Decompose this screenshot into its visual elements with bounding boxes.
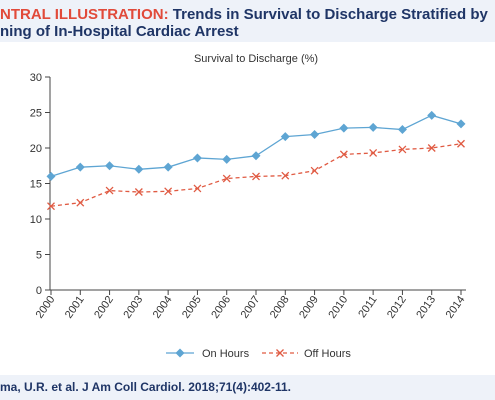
data-point-off-hours bbox=[76, 198, 85, 207]
x-tick-label: 2000 bbox=[34, 294, 58, 321]
data-point-on-hours bbox=[368, 122, 378, 132]
x-tick-label: 2001 bbox=[63, 294, 87, 321]
marker-stroke bbox=[281, 171, 290, 180]
data-point-on-hours bbox=[397, 125, 407, 135]
x-tick-label: 2007 bbox=[239, 294, 263, 321]
x-tick-label: 2003 bbox=[121, 294, 145, 321]
data-point-on-hours bbox=[280, 132, 290, 142]
data-point-on-hours bbox=[310, 130, 320, 140]
data-point-off-hours bbox=[339, 150, 348, 159]
y-tick-label: 0 bbox=[36, 285, 42, 297]
x-tick-label: 2004 bbox=[151, 294, 175, 321]
marker-stroke bbox=[339, 150, 348, 159]
chart-title: Survival to Discharge (%) bbox=[194, 53, 318, 65]
x-tick-label: 2012 bbox=[385, 294, 409, 321]
data-point-off-hours bbox=[134, 188, 143, 196]
marker-stroke bbox=[398, 145, 407, 154]
legend-label-off-hours: Off Hours bbox=[304, 348, 351, 360]
series-line-off-hours bbox=[50, 143, 462, 207]
data-point-on-hours bbox=[251, 151, 261, 161]
marker-stroke bbox=[76, 198, 85, 207]
marker-stroke bbox=[310, 166, 319, 175]
data-point-off-hours bbox=[193, 184, 202, 193]
marker-stroke bbox=[252, 172, 260, 181]
legend: On Hours Off Hours bbox=[166, 348, 351, 360]
x-tick-label: 2006 bbox=[209, 294, 233, 321]
marker-stroke bbox=[276, 349, 284, 357]
y-tick-label: 10 bbox=[30, 214, 42, 226]
data-point-on-hours bbox=[163, 162, 173, 172]
data-point-on-hours bbox=[75, 162, 85, 172]
marker-stroke bbox=[369, 149, 378, 157]
y-tick-label: 5 bbox=[36, 250, 42, 262]
legend-marker-on-hours bbox=[175, 348, 185, 358]
data-point-on-hours bbox=[192, 153, 202, 163]
marker-stroke bbox=[193, 184, 202, 193]
citation: ma, U.R. et al. J Am Coll Cardiol. 2018;… bbox=[0, 375, 495, 400]
data-point-off-hours bbox=[369, 149, 378, 157]
figure-title-line1: Trends in Survival to Discharge Stratifi… bbox=[172, 6, 488, 23]
x-tick-label: 2005 bbox=[180, 294, 204, 321]
marker-stroke bbox=[105, 186, 114, 195]
figure-title-line2: ning of In-Hospital Cardiac Arrest bbox=[0, 23, 239, 40]
marker-stroke bbox=[164, 187, 173, 196]
x-tick-label: 2013 bbox=[414, 294, 438, 321]
data-point-on-hours bbox=[46, 171, 56, 181]
x-tick-label: 2009 bbox=[297, 294, 321, 321]
y-tick-label: 15 bbox=[30, 179, 42, 191]
marker-stroke bbox=[134, 188, 143, 196]
data-point-on-hours bbox=[134, 164, 144, 174]
data-point-off-hours bbox=[105, 186, 114, 195]
marker-stroke bbox=[457, 139, 465, 148]
data-point-on-hours bbox=[105, 161, 115, 171]
data-point-off-hours bbox=[457, 139, 465, 148]
x-tick-label: 2010 bbox=[326, 294, 350, 321]
x-tick-label: 2011 bbox=[356, 294, 379, 320]
figure-title: NTRAL ILLUSTRATION: Trends in Survival t… bbox=[0, 6, 488, 23]
marker-stroke bbox=[427, 144, 436, 152]
y-tick-label: 25 bbox=[30, 108, 42, 120]
y-tick-label: 30 bbox=[30, 72, 42, 84]
data-point-off-hours bbox=[310, 166, 319, 175]
x-tick-label: 2002 bbox=[92, 294, 116, 321]
data-point-off-hours bbox=[427, 144, 436, 152]
x-tick-label: 2008 bbox=[268, 294, 292, 321]
title-band: NTRAL ILLUSTRATION: Trends in Survival t… bbox=[0, 0, 495, 42]
data-point-on-hours bbox=[456, 119, 466, 129]
series-layer bbox=[46, 110, 466, 211]
data-point-off-hours bbox=[281, 171, 290, 180]
x-tick-label: 2014 bbox=[444, 294, 468, 321]
illustration-label: NTRAL ILLUSTRATION: bbox=[0, 6, 169, 23]
data-point-off-hours bbox=[47, 202, 55, 211]
data-point-on-hours bbox=[427, 110, 437, 120]
marker-stroke bbox=[47, 202, 55, 211]
data-point-on-hours bbox=[339, 123, 349, 133]
data-point-off-hours bbox=[252, 172, 260, 181]
marker-stroke bbox=[222, 174, 231, 183]
legend-label-on-hours: On Hours bbox=[202, 348, 250, 360]
y-tick-label: 20 bbox=[30, 143, 42, 155]
data-point-off-hours bbox=[164, 187, 173, 196]
data-point-on-hours bbox=[222, 154, 232, 164]
data-point-off-hours bbox=[222, 174, 231, 183]
legend-marker-off-hours bbox=[276, 349, 284, 357]
data-point-off-hours bbox=[398, 145, 407, 154]
line-chart: Survival to Discharge (%) 0 5 10 15 20 25 30 20… bbox=[30, 53, 468, 360]
